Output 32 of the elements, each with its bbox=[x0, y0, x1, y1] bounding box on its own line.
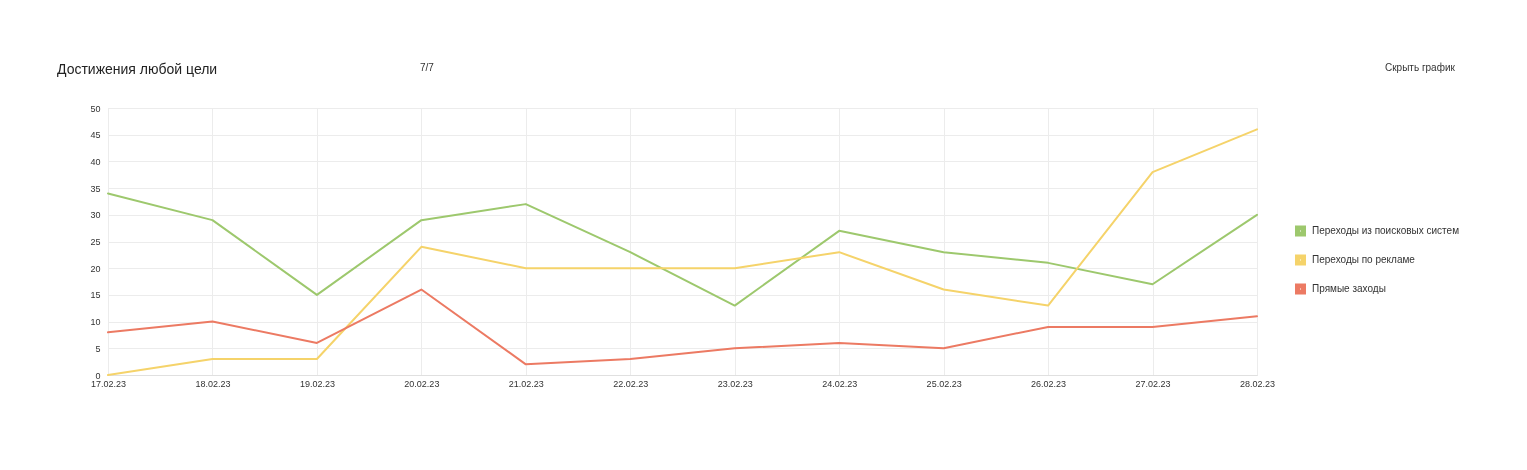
legend-label: Переходы из поисковых систем bbox=[1312, 225, 1460, 236]
x-tick-label: 25.02.23 bbox=[926, 378, 962, 389]
x-tick-label: 26.02.23 bbox=[1031, 378, 1067, 389]
line-series bbox=[107, 128, 1258, 376]
y-tick-label: 20 bbox=[90, 263, 101, 274]
y-tick-label: 0 bbox=[95, 370, 101, 381]
x-tick-label: 19.02.23 bbox=[299, 378, 335, 389]
x-tick-label: 23.02.23 bbox=[717, 378, 753, 389]
y-tick-label: 30 bbox=[90, 210, 101, 221]
line-series bbox=[107, 288, 1258, 366]
x-tick-label: 28.02.23 bbox=[1239, 378, 1276, 389]
y-tick-label: 5 bbox=[95, 343, 101, 354]
text: 7/7 bbox=[420, 62, 435, 73]
x-tick-label: 17.02.23 bbox=[90, 378, 127, 389]
y-tick-label: 25 bbox=[90, 237, 101, 247]
y-tick-label: 50 bbox=[90, 103, 101, 114]
y-tick-label: 35 bbox=[90, 183, 101, 194]
line-series bbox=[107, 192, 1258, 307]
x-tick-label: 27.02.23 bbox=[1135, 378, 1171, 389]
x-tick-label: 18.02.23 bbox=[195, 378, 231, 389]
y-tick-label: 45 bbox=[90, 130, 101, 141]
legend-label: Переходы по рекламе bbox=[1312, 254, 1416, 265]
x-tick-label: 20.02.23 bbox=[404, 378, 440, 389]
x-tick-label: 24.02.23 bbox=[822, 378, 858, 389]
x-tick-label: 21.02.23 bbox=[508, 378, 544, 389]
chart-title: Достижения любой цели bbox=[57, 61, 218, 77]
x-tick-label: 22.02.23 bbox=[613, 378, 649, 389]
y-tick-label: 40 bbox=[90, 156, 101, 167]
legend-label: Прямые заходы bbox=[1312, 283, 1386, 294]
y-tick-label: 15 bbox=[90, 290, 101, 301]
y-tick-label: 10 bbox=[90, 317, 101, 328]
text: Скрыть график bbox=[1385, 62, 1456, 73]
